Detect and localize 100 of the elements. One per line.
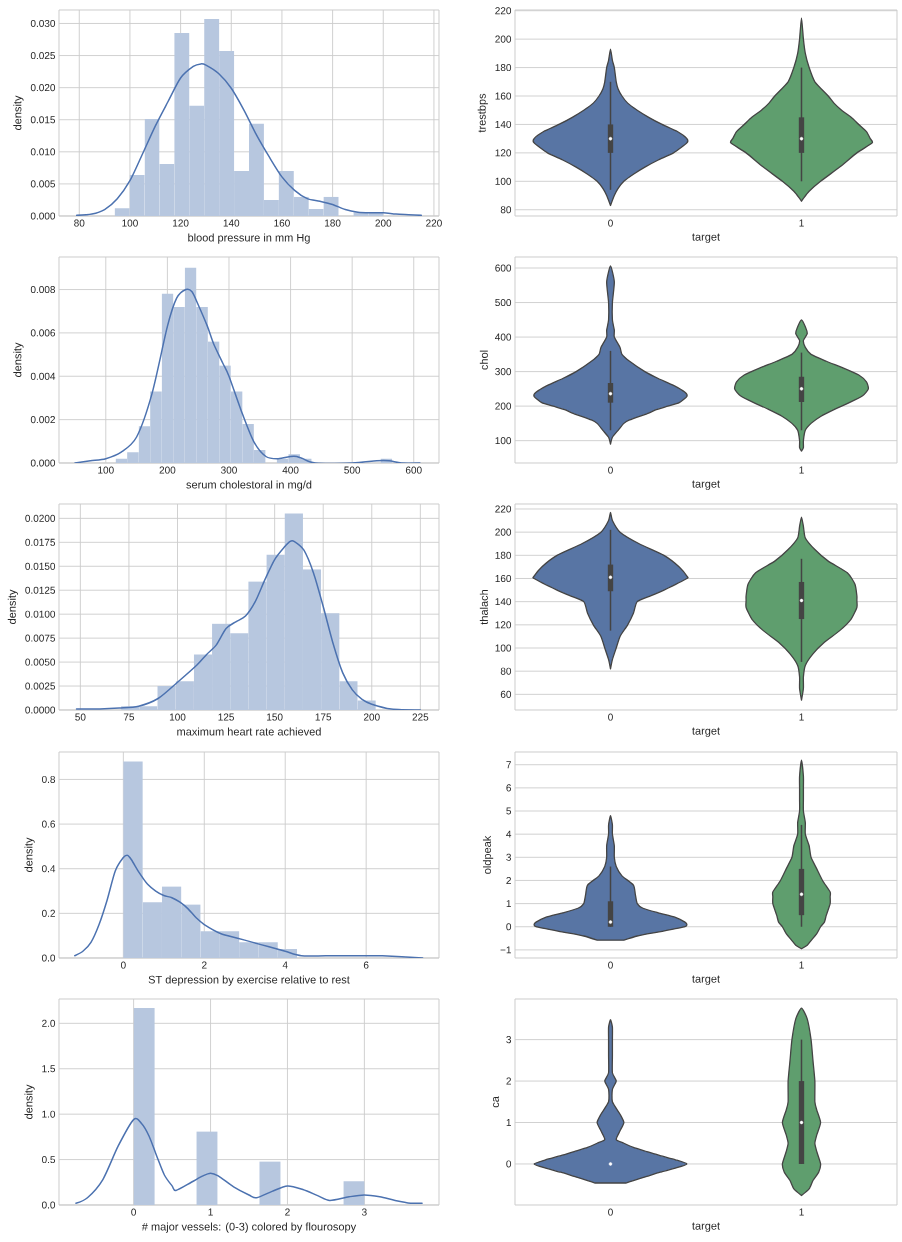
y-tick-label: 0.002 — [30, 416, 55, 424]
x-tick-label: 1 — [799, 1208, 804, 1216]
y-tick-label: 60 — [500, 690, 512, 698]
y-tick-label: 200 — [495, 35, 512, 43]
y-tick-label: 7 — [506, 761, 511, 769]
y-tick-label: 0.004 — [30, 372, 56, 380]
y-tick-label: 0.010 — [30, 148, 56, 156]
y-tick-label: 120 — [495, 621, 512, 629]
y-tick-label: 0.4 — [41, 865, 56, 873]
y-tick-label: 3 — [506, 853, 512, 861]
y-tick-label: 80 — [500, 667, 512, 675]
y-tick-label: 180 — [495, 551, 512, 559]
x-tick-label: 0 — [608, 713, 613, 721]
x-tick-label: 2 — [202, 961, 207, 969]
x-tick-label: 50 — [75, 713, 86, 721]
x-tick-label: 100 — [122, 219, 138, 227]
x-axis-title: target — [692, 1222, 720, 1232]
x-tick-label: 150 — [267, 713, 283, 721]
x-tick-label: 160 — [274, 219, 290, 227]
y-tick-label: 1 — [506, 900, 511, 908]
y-tick-label: 0.0075 — [25, 634, 56, 642]
x-tick-label: 4 — [282, 961, 288, 969]
x-tick-label: 80 — [74, 219, 85, 227]
x-tick-label: 225 — [412, 713, 429, 721]
y-tick-label: 2.0 — [42, 1019, 56, 1027]
x-tick-label: 200 — [375, 219, 392, 227]
y-tick-label: 0.0 — [41, 954, 56, 962]
y-axis-title: density — [24, 837, 35, 872]
x-axis-title: target — [692, 727, 720, 737]
x-tick-label: 300 — [221, 466, 237, 474]
y-tick-label: 2 — [506, 876, 511, 884]
x-tick-label: 400 — [282, 466, 299, 474]
x-tick-label: 1 — [799, 466, 804, 474]
x-axis-title: target — [692, 975, 720, 985]
line-series — [75, 1118, 423, 1205]
line-series — [75, 540, 422, 710]
x-tick-label: 0 — [608, 1208, 613, 1216]
x-tick-label: 600 — [405, 466, 422, 474]
y-tick-label: 6 — [506, 784, 512, 792]
y-tick-label: 0.0125 — [25, 586, 56, 594]
x-tick-label: 1 — [208, 1208, 213, 1216]
x-tick-label: 2 — [285, 1208, 290, 1216]
x-tick-label: 120 — [173, 219, 189, 227]
x-tick-label: 3 — [361, 1208, 367, 1216]
y-axis-title: ca — [493, 1096, 500, 1108]
y-tick-label: 0.008 — [30, 286, 56, 294]
y-tick-label: 1 — [506, 1119, 511, 1126]
y-tick-label: 0.006 — [30, 329, 56, 337]
y-tick-label: 0.020 — [30, 84, 56, 92]
y-tick-label: 0.5 — [41, 1156, 56, 1164]
y-tick-label: 4 — [506, 830, 512, 838]
y-tick-label: 0.0050 — [25, 658, 56, 666]
y-tick-label: 3 — [506, 1036, 512, 1044]
y-axis-title: oldpeak — [482, 835, 494, 874]
line-series — [74, 854, 424, 958]
y-tick-label: 0.030 — [30, 19, 56, 28]
x-tick-label: 6 — [363, 961, 369, 969]
y-tick-label: 100 — [495, 644, 512, 652]
x-tick-label: 500 — [344, 466, 361, 474]
y-tick-label: 1.0 — [42, 1110, 56, 1118]
y-tick-label: 2 — [506, 1077, 511, 1085]
y-axis-title: density — [13, 342, 24, 377]
x-tick-label: 140 — [223, 219, 240, 227]
x-tick-label: 0 — [131, 1208, 137, 1216]
y-tick-label: 0.005 — [30, 180, 56, 188]
x-axis-title: ST depression by exercise relative to rest — [148, 975, 350, 986]
x-tick-label: 180 — [325, 219, 341, 227]
y-axis-title: chol — [479, 350, 488, 370]
x-axis-title: target — [692, 480, 720, 490]
y-tick-label: 0.0200 — [25, 514, 56, 522]
y-tick-label: 140 — [495, 598, 512, 606]
y-tick-label: 0.0025 — [25, 682, 56, 690]
y-tick-label: 200 — [495, 402, 512, 410]
y-tick-label: 160 — [495, 574, 512, 583]
y-tick-label: 0.8 — [41, 775, 56, 783]
x-tick-label: 100 — [169, 713, 186, 721]
y-axis-title: density — [24, 1084, 35, 1119]
y-tick-label: 100 — [495, 437, 512, 445]
y-tick-label: 220 — [495, 505, 512, 513]
y-tick-label: 0.0175 — [25, 538, 56, 546]
y-tick-label: 0 — [506, 923, 512, 931]
x-tick-label: 125 — [218, 713, 234, 721]
y-tick-label: 0.0 — [41, 1201, 56, 1209]
y-tick-label: 0.0000 — [25, 706, 56, 714]
y-tick-label: 5 — [506, 807, 512, 815]
x-axis-title: blood pressure in mm Hg — [188, 233, 310, 244]
x-tick-label: 0 — [608, 466, 613, 474]
line-series — [74, 288, 421, 463]
line-series — [75, 63, 423, 216]
x-axis-title: # major vessels: (0-3) colored by flourosopy — [141, 1222, 357, 1233]
y-tick-label: 400 — [495, 333, 512, 341]
y-tick-label: 220 — [495, 7, 512, 15]
y-tick-label: 1.5 — [42, 1065, 56, 1073]
y-tick-label: 0 — [506, 1160, 512, 1168]
y-tick-label: 0.2 — [41, 909, 55, 917]
y-axis-title: density — [13, 95, 24, 130]
y-tick-label: 0.0150 — [25, 562, 56, 570]
y-tick-label: 0.000 — [30, 212, 56, 220]
x-tick-label: 220 — [426, 219, 442, 227]
y-tick-label: 0.0100 — [25, 610, 56, 618]
